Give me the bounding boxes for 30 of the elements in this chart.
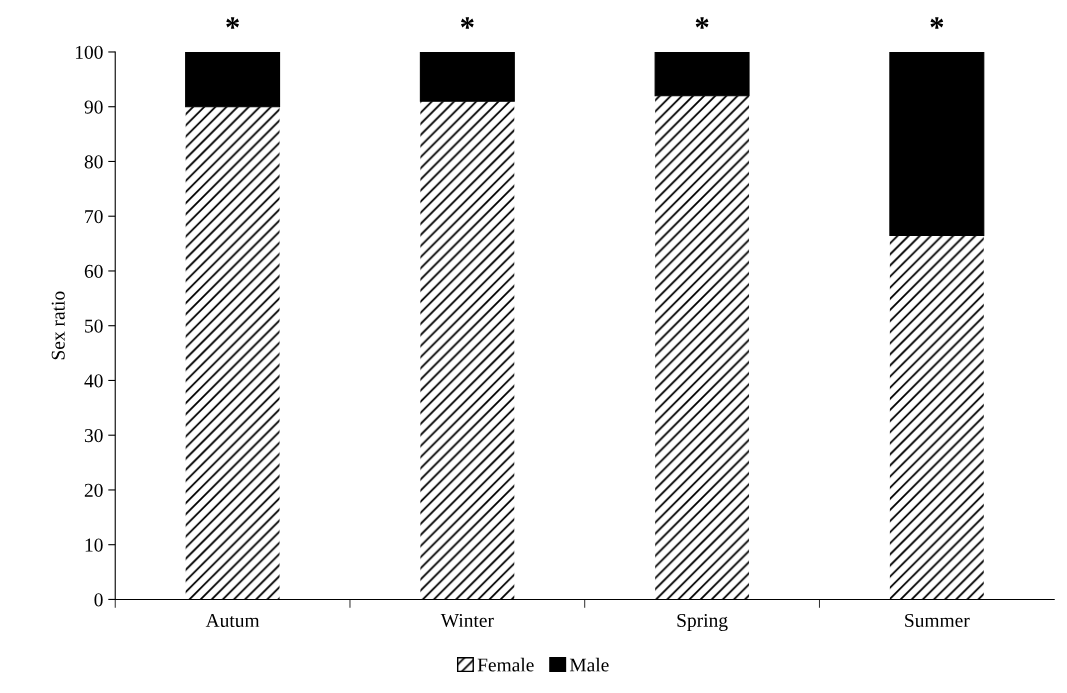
bar [185, 106, 280, 600]
bar [419, 51, 515, 102]
bar [654, 51, 750, 97]
bar [889, 51, 985, 236]
y-tick-label: 10 [85, 538, 103, 552]
y-tick-label: 30 [84, 429, 103, 443]
bar [420, 101, 515, 600]
bar [185, 51, 281, 108]
y-tick-label: 20 [84, 483, 103, 497]
y-tick-label: 60 [84, 264, 103, 278]
y-tick-label: 80 [84, 155, 103, 169]
legend-label: Female [477, 657, 534, 672]
bar [889, 235, 984, 600]
text: * [695, 17, 709, 29]
y-axis-title: Sex ratio [51, 291, 65, 360]
x-tick-label: Spring [677, 613, 728, 631]
bar [655, 95, 750, 600]
y-tick-label: 0 [94, 593, 103, 607]
y-tick-label: 90 [84, 100, 103, 114]
text: * [460, 17, 474, 29]
y-tick-label: 70 [85, 210, 103, 224]
x-tick-label: Summer [905, 613, 970, 628]
legend-label: Male [569, 657, 609, 672]
y-tick-label: 50 [85, 319, 103, 333]
x-tick-label: Winter [440, 613, 494, 628]
text: * [930, 17, 944, 29]
x-tick-label: Autum [205, 613, 260, 628]
y-tick-label: 40 [84, 374, 103, 388]
text: * [226, 17, 239, 29]
y-tick-label: 100 [75, 45, 103, 59]
